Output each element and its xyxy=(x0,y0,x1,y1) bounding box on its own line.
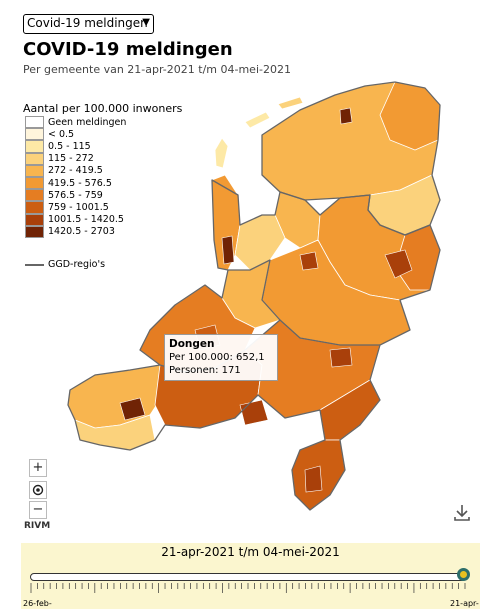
timeline-end-label: 21-apr- xyxy=(450,599,479,608)
legend-swatch xyxy=(25,164,44,177)
dataset-select-value: Covid-19 meldingen xyxy=(27,16,148,30)
chevron-down-icon: ▼ xyxy=(142,17,150,28)
legend-swatch xyxy=(25,152,44,165)
legend-item: 272 - 419.5 xyxy=(25,164,126,177)
legend-item: 759 - 1001.5 xyxy=(25,201,126,214)
legend-swatch xyxy=(25,116,44,129)
region-wadden-2 xyxy=(277,96,304,110)
legend-label: 576.5 - 759 xyxy=(48,189,103,201)
region-hotspot-3 xyxy=(221,235,235,265)
legend-swatch xyxy=(25,140,44,153)
ggd-outline-north xyxy=(261,81,441,236)
tooltip-municipality-name: Dongen xyxy=(169,338,215,350)
legend-item: 419.5 - 576.5 xyxy=(25,176,126,190)
target-icon xyxy=(32,484,44,496)
region-hotspot-7 xyxy=(304,465,323,493)
page-title: COVID-19 meldingen xyxy=(23,39,233,60)
zoom-in-button[interactable]: + xyxy=(29,459,47,477)
legend-swatch xyxy=(25,213,44,226)
zoom-in-label: + xyxy=(32,460,44,475)
legend-swatch xyxy=(25,225,44,238)
locate-button[interactable] xyxy=(29,481,47,499)
legend-swatch xyxy=(25,176,44,190)
legend-label: Geen meldingen xyxy=(48,116,127,128)
map-attribution: RIVM xyxy=(24,521,51,531)
region-hotspot-6 xyxy=(329,347,353,368)
legend-item: < 0.5 xyxy=(25,128,126,141)
legend-item: 115 - 272 xyxy=(25,152,126,165)
legend-swatch xyxy=(25,128,44,141)
timeline-ticks xyxy=(30,583,466,593)
netherlands-municipality-map[interactable] xyxy=(0,0,500,540)
legend-label: 1001.5 - 1420.5 xyxy=(48,214,124,226)
region-hotspot-4 xyxy=(119,397,146,421)
legend-label: 0.5 - 115 xyxy=(48,140,91,152)
ggd-line-swatch xyxy=(25,263,44,266)
legend-title: Aantal per 100.000 inwoners xyxy=(23,102,183,115)
region-wadden-texel xyxy=(214,137,229,169)
tooltip-per100k-label: Per 100.000: xyxy=(169,352,233,363)
zoom-out-label: − xyxy=(32,502,44,517)
timeline-slider-handle[interactable] xyxy=(457,568,470,581)
legend: Geen meldingen < 0.5 0.5 - 115 115 - 272 272… xyxy=(25,116,126,238)
legend-item: 576.5 - 759 xyxy=(25,189,126,202)
legend-ggd-label: GGD-regio's xyxy=(48,259,106,270)
tooltip-per100k-row: Per 100.000: 652,1 xyxy=(169,351,273,364)
region-wadden-1 xyxy=(244,111,271,129)
legend-item: 1420.5 - 2703 xyxy=(25,225,126,238)
tooltip-persons-value: 171 xyxy=(221,365,241,376)
legend-ggd-regions: GGD-regio's xyxy=(25,259,105,270)
legend-item: Geen meldingen xyxy=(25,116,127,129)
legend-label: 1420.5 - 2703 xyxy=(48,226,115,238)
download-icon[interactable] xyxy=(451,503,473,523)
timeline-panel: 21-apr-2021 t/m 04-mei-2021 26-feb- 21-a… xyxy=(21,543,480,609)
timeline-range-label: 21-apr-2021 t/m 04-mei-2021 xyxy=(161,545,340,559)
ggd-outline-utrecht xyxy=(228,259,281,321)
legend-label: 272 - 419.5 xyxy=(48,165,103,177)
legend-swatch xyxy=(25,189,44,202)
page-subtitle: Per gemeente van 21-apr-2021 t/m 04-mei-… xyxy=(23,63,291,76)
tooltip-persons-row: Personen: 171 xyxy=(169,364,273,377)
legend-label: 419.5 - 576.5 xyxy=(48,177,112,189)
region-hotspot-1 xyxy=(384,249,413,279)
legend-swatch xyxy=(25,201,44,214)
legend-label: 115 - 272 xyxy=(48,153,94,165)
region-hotspot-2 xyxy=(299,251,319,271)
timeline-slider-track[interactable] xyxy=(30,573,466,581)
tooltip-per100k-value: 652,1 xyxy=(236,352,265,363)
legend-label: < 0.5 xyxy=(48,128,75,140)
region-hotspot-8 xyxy=(339,107,353,125)
timeline-start-label: 26-feb- xyxy=(23,599,52,608)
map-tooltip: Dongen Per 100.000: 652,1 Personen: 171 xyxy=(164,334,278,381)
tooltip-persons-label: Personen: xyxy=(169,365,219,376)
dataset-select[interactable]: Covid-19 meldingen ▼ xyxy=(23,14,154,34)
legend-label: 759 - 1001.5 xyxy=(48,201,109,213)
legend-item: 1001.5 - 1420.5 xyxy=(25,213,126,226)
legend-item: 0.5 - 115 xyxy=(25,140,126,153)
zoom-out-button[interactable]: − xyxy=(29,501,47,519)
region-hotspot-5 xyxy=(239,399,269,426)
